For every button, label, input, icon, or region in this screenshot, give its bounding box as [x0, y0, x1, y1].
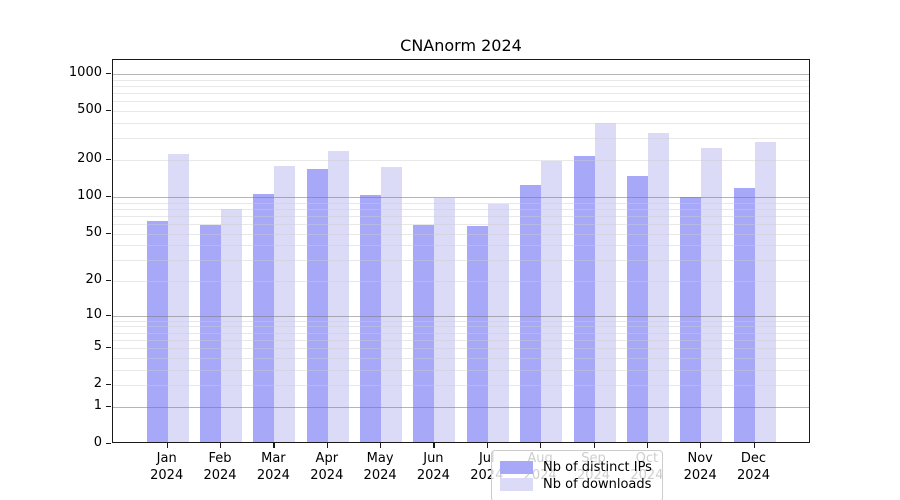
x-tick-mark [700, 443, 702, 448]
x-tick-mark [486, 443, 488, 448]
y-tick-mark [106, 384, 111, 386]
x-tick-mark [433, 443, 435, 448]
y-tick-mark [106, 195, 111, 198]
bar [647, 132, 669, 442]
bar [733, 188, 755, 442]
bar [306, 168, 328, 442]
y-tick-mark [106, 314, 111, 316]
x-tick-label: Feb 2024 [203, 451, 237, 483]
x-tick-mark [380, 443, 382, 448]
x-tick-mark [220, 443, 222, 448]
legend: Nb of distinct IPs Nb of downloads [491, 450, 663, 500]
x-tick-mark [646, 443, 649, 448]
bar [327, 150, 349, 442]
x-tick-label: Jun 2024 [416, 451, 450, 483]
bar [200, 224, 222, 442]
bar [466, 226, 488, 442]
bar [413, 224, 435, 442]
x-tick-label: Dec 2024 [736, 451, 771, 483]
bar [487, 203, 509, 442]
x-tick-mark [166, 443, 168, 448]
bar [680, 197, 702, 442]
y-tick-mark [106, 232, 111, 234]
y-tick-label: 20 [85, 272, 102, 287]
y-tick-mark [106, 159, 111, 161]
chart-title: CNAnorm 2024 [400, 36, 522, 55]
legend-swatch-distinct-ips [500, 461, 533, 474]
y-tick-mark [106, 405, 111, 408]
x-tick-mark [326, 443, 328, 448]
y-tick-label: 500 [77, 102, 102, 118]
bar [594, 123, 616, 442]
y-tick-label: 10 [85, 306, 102, 322]
y-tick-mark [106, 73, 111, 75]
plot-area: Nb of distinct IPs Nb of downloads [112, 59, 810, 500]
bars-layer [113, 60, 809, 442]
y-tick-mark [106, 280, 111, 282]
bar [167, 154, 189, 442]
x-tick-mark [753, 443, 755, 448]
y-tick-label: 1 [93, 397, 102, 413]
legend-item-distinct-ips: Nb of distinct IPs [500, 460, 652, 475]
y-tick-mark [106, 110, 111, 112]
bar [754, 142, 776, 442]
y-tick-label: 50 [85, 224, 102, 240]
y-tick-label: 200 [77, 151, 102, 166]
bar [221, 208, 243, 442]
y-tick-label: 2 [93, 376, 102, 392]
bar [381, 166, 403, 442]
bar [274, 166, 296, 442]
y-tick-label: 100 [77, 187, 102, 203]
x-tick-label: Apr 2024 [310, 451, 344, 483]
y-tick-mark [106, 443, 111, 445]
bar [434, 198, 456, 442]
bar [520, 185, 542, 442]
y-tick-mark [106, 347, 111, 349]
x-tick-label: Nov 2024 [683, 451, 717, 483]
x-tick-mark [540, 443, 542, 448]
x-tick-mark [273, 443, 275, 448]
y-tick-label: 5 [93, 339, 102, 355]
x-tick-label: May 2024 [363, 451, 397, 483]
y-tick-label: 0 [93, 435, 102, 450]
bar [626, 176, 648, 442]
bar [573, 156, 595, 442]
x-tick-mark [593, 443, 595, 448]
x-tick-label: Jan 2024 [150, 451, 184, 483]
bar [146, 221, 168, 442]
bar [360, 194, 382, 442]
legend-item-downloads: Nb of downloads [500, 477, 652, 492]
bar [541, 160, 563, 442]
bar [701, 147, 723, 442]
legend-label-downloads: Nb of downloads [543, 477, 652, 492]
bar [253, 194, 275, 442]
legend-label-distinct-ips: Nb of distinct IPs [543, 460, 652, 475]
legend-swatch-downloads [500, 478, 533, 491]
x-tick-label: Mar 2024 [256, 451, 290, 483]
y-tick-label: 1000 [68, 65, 102, 80]
